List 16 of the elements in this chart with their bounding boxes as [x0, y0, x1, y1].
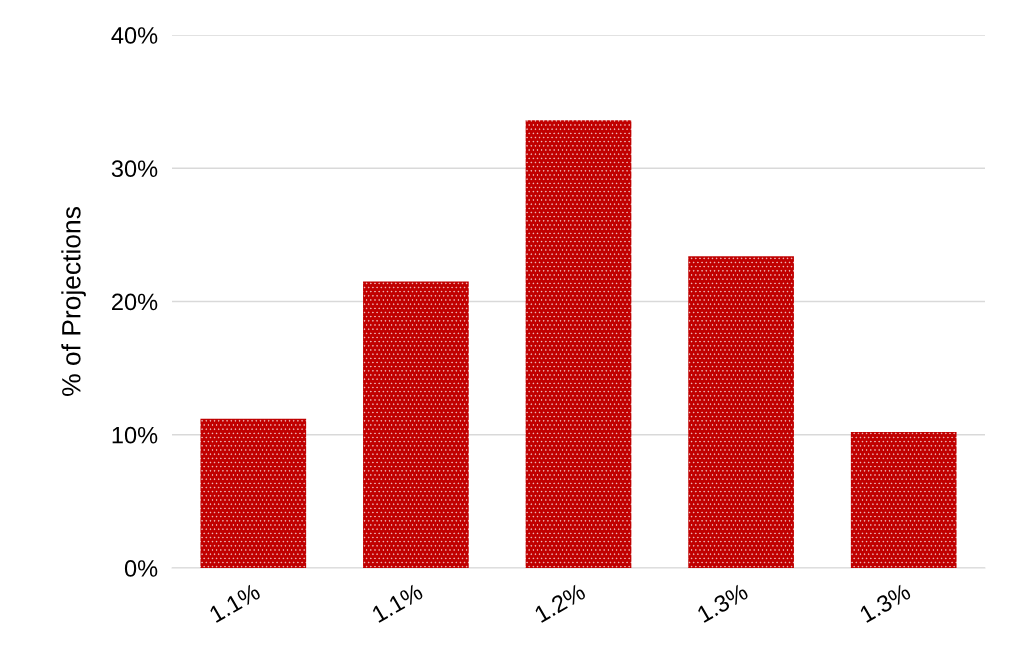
- y-tick-label: 0%: [124, 560, 158, 577]
- bar: [850, 432, 957, 568]
- x-tick-label: 1.1%: [208, 582, 262, 623]
- bar: [525, 120, 632, 568]
- bar: [688, 256, 794, 568]
- bar: [363, 281, 469, 568]
- y-axis-title: % of Projections: [61, 207, 86, 396]
- y-tick-label: 20%: [112, 293, 158, 311]
- x-tick-label: 1.3%: [696, 582, 750, 623]
- x-tick-label: 1.2%: [533, 582, 587, 623]
- y-tick-label: 10%: [112, 426, 158, 444]
- bar: [200, 418, 307, 568]
- x-tick-label: 1.1%: [371, 582, 424, 623]
- y-tick-label: 40%: [111, 27, 158, 44]
- y-tick-label: 30%: [111, 160, 158, 178]
- x-tick-label: 1.3%: [858, 582, 912, 623]
